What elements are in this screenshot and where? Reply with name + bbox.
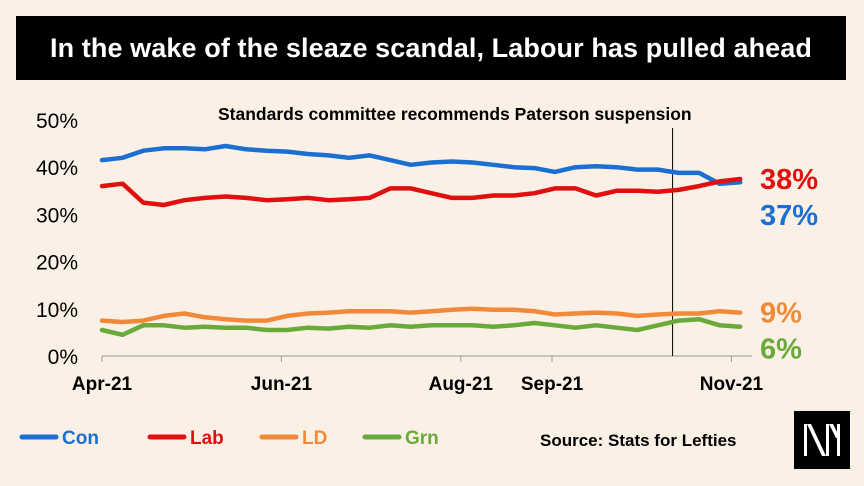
legend-label-con: Con	[62, 428, 99, 449]
y-tick-label: 0%	[48, 346, 78, 369]
end-value-label-con: 37%	[760, 200, 818, 232]
x-tick-label: Nov-21	[700, 374, 764, 395]
legend-label-lab: Lab	[190, 428, 224, 449]
y-tick-label: 40%	[36, 157, 78, 180]
brand-logo	[794, 411, 850, 469]
x-tick-label: Jun-21	[251, 374, 313, 395]
y-tick-label: 30%	[36, 204, 78, 227]
legend-label-grn: Grn	[405, 428, 439, 449]
y-tick-label: 50%	[36, 110, 78, 133]
end-value-label-lab: 38%	[760, 164, 818, 196]
series-line-grn	[99, 316, 743, 338]
logo-icon	[804, 424, 840, 456]
y-tick-label: 10%	[36, 299, 78, 322]
source-note: Source: Stats for Lefties	[540, 431, 737, 450]
series-line-ld	[99, 306, 743, 325]
legend-label-ld: LD	[302, 428, 327, 449]
annotation-label: Standards committee recommends Paterson …	[218, 104, 692, 124]
end-value-label-ld: 9%	[760, 298, 802, 330]
chart-title: In the wake of the sleaze scandal, Labou…	[49, 32, 812, 63]
x-tick-label: Sep-21	[521, 374, 584, 395]
series-line-lab	[99, 176, 743, 208]
y-tick-label: 20%	[36, 252, 78, 275]
x-tick-label: Apr-21	[72, 374, 133, 395]
x-tick-label: Aug-21	[429, 374, 494, 395]
chart-title-banner: In the wake of the sleaze scandal, Labou…	[16, 16, 846, 80]
end-value-label-grn: 6%	[760, 334, 802, 366]
series-line-con	[99, 143, 743, 186]
